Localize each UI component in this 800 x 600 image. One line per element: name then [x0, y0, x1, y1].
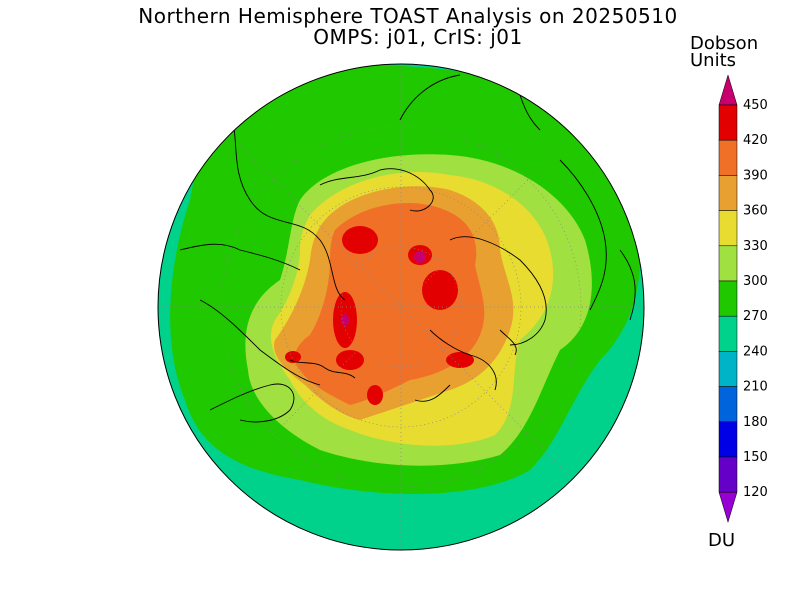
colorbar-segment [718, 245, 738, 282]
colorbar: 450 420 390 360 330 300 270 240 210 180 150 120 [718, 74, 768, 524]
colorbar-segment [718, 315, 738, 352]
colorbar-segment [718, 456, 738, 493]
ozone-max-8 [446, 352, 474, 368]
colorbar-tick-label: 270 [743, 309, 768, 324]
colorbar-tick-label: 240 [743, 344, 768, 359]
colorbar-tick-label: 300 [743, 274, 768, 289]
colorbar-tick-label: 150 [743, 450, 768, 465]
colorbar-tick-label: 360 [743, 204, 768, 219]
ozone-max-7 [285, 351, 301, 363]
colorbar-segment [718, 175, 738, 211]
colorbar-tick-label: 450 [743, 98, 768, 113]
units-label-line1: Dobson [690, 33, 759, 54]
colorbar-tick-label: 120 [743, 485, 768, 500]
colorbar-max-arrow [718, 74, 738, 106]
colorbar-tick-label: 180 [743, 415, 768, 430]
colorbar-tick-label: 210 [743, 380, 768, 395]
colorbar-segment [718, 210, 738, 247]
colorbar-segment [718, 351, 738, 387]
map-subtitle: OMPS: j01, CrIS: j01 [313, 25, 523, 49]
ozone-peak-2 [341, 314, 349, 326]
coastlines [179, 74, 636, 423]
ozone-max-5 [367, 385, 383, 405]
units-abbrev: DU [708, 530, 736, 551]
ozone-max-6 [336, 350, 364, 370]
colorbar-segment [718, 386, 738, 423]
map-border [157, 63, 645, 551]
colorbar-tick-label: 330 [743, 239, 768, 254]
colorbar-segment [718, 280, 738, 317]
colorbar-tick-label: 390 [743, 168, 768, 183]
colorbar-min-arrow [718, 491, 738, 524]
ozone-max-1 [342, 226, 378, 254]
colorbar-segment [718, 104, 738, 141]
ozone-max-3 [422, 270, 458, 310]
graticule [158, 64, 644, 550]
units-label-line2: Units [690, 50, 737, 71]
colorbar-segment [718, 421, 738, 458]
ozone-peak-1 [414, 251, 426, 263]
colorbar-segment [718, 139, 738, 176]
colorbar-tick-label: 420 [743, 133, 768, 148]
map-title: Northern Hemisphere TOAST Analysis on 20… [138, 4, 678, 28]
